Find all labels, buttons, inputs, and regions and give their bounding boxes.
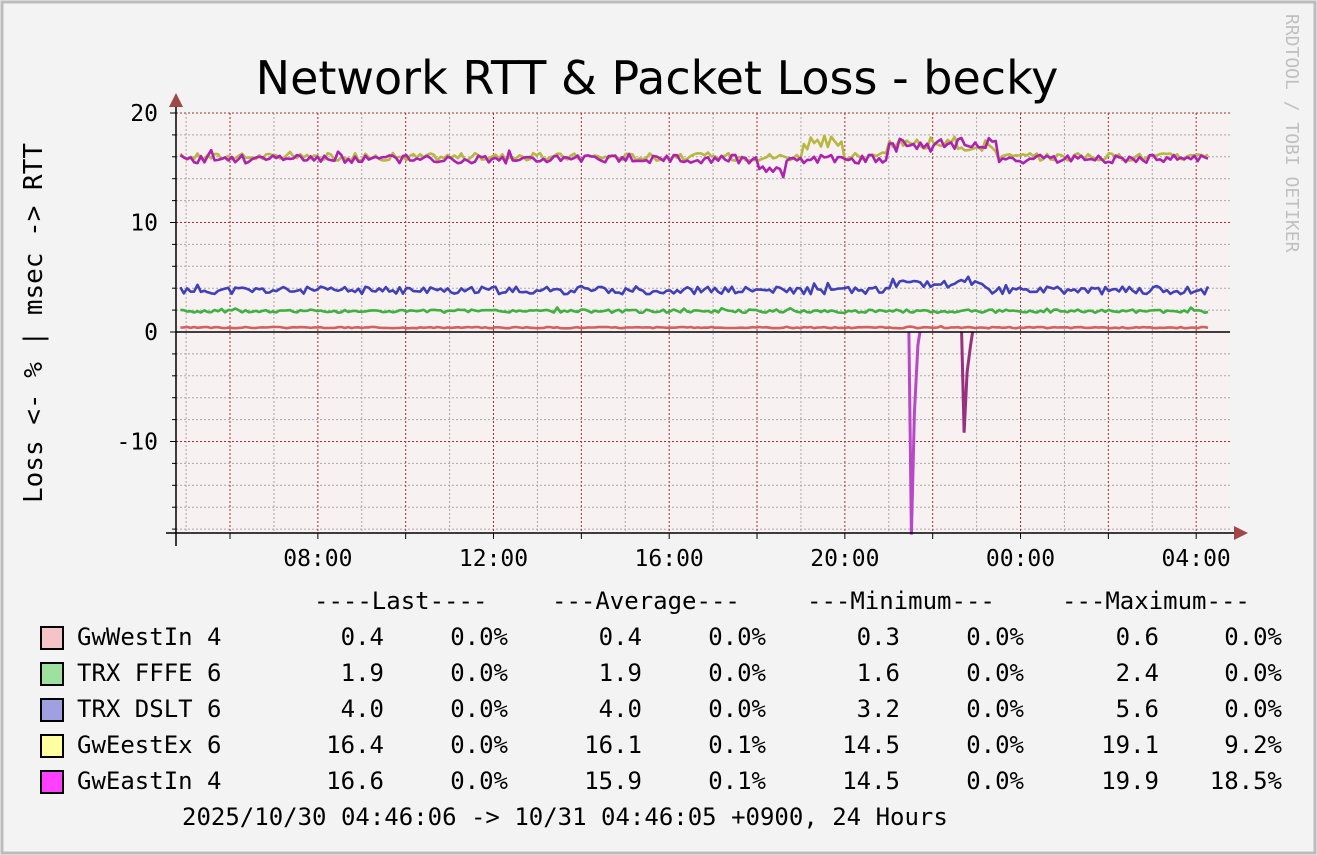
legend-value: 19.1 xyxy=(1101,731,1159,759)
legend-value: 2.4 xyxy=(1116,659,1159,687)
legend-value: 18.5% xyxy=(1210,767,1283,795)
y-tick-label: -10 xyxy=(116,430,158,456)
legend-value: 0.0% xyxy=(450,659,508,687)
legend-swatch xyxy=(40,626,64,650)
legend-series-name: GwWestIn 4 xyxy=(77,623,222,651)
legend-value: 0.0% xyxy=(450,695,508,723)
series-line xyxy=(179,275,1210,296)
legend-series-name: TRX DSLT 6 xyxy=(77,695,222,723)
legend-value: 3.2 xyxy=(857,695,900,723)
legend-value: 0.0% xyxy=(450,767,508,795)
legend-swatch xyxy=(40,734,64,758)
legend-value: 1.9 xyxy=(599,659,642,687)
legend-value: 19.9 xyxy=(1101,767,1159,795)
legend-value: 0.0% xyxy=(966,623,1024,651)
legend-value: 0.0% xyxy=(966,659,1024,687)
legend-value: 0.4 xyxy=(341,623,384,651)
series-layer xyxy=(179,134,1210,535)
y-tick-label: 0 xyxy=(144,320,158,346)
legend-header-maximum: ---Maximum--- xyxy=(1062,587,1250,615)
x-tick-label: 08:00 xyxy=(283,546,352,572)
legend-series-name: GwEestEx 6 xyxy=(77,731,222,759)
series-line xyxy=(179,134,1209,162)
legend-value: 4.0 xyxy=(599,695,642,723)
time-range-footer: 2025/10/30 04:46:06 -> 10/31 04:46:05 +0… xyxy=(182,803,948,831)
legend-header-last: ----Last---- xyxy=(314,587,487,615)
legend-value: 0.0% xyxy=(966,731,1024,759)
legend-swatch xyxy=(40,698,64,722)
legend-value: 0.0% xyxy=(966,767,1024,795)
legend-value: 0.0% xyxy=(1224,659,1282,687)
x-tick-label: 12:00 xyxy=(459,546,528,572)
legend-value: 0.1% xyxy=(708,767,766,795)
minor-grid xyxy=(176,113,1230,533)
watermark: RRDTOOL / TOBI OETIKER xyxy=(1281,14,1302,253)
legend-value: 14.5 xyxy=(842,731,900,759)
legend-value: 0.1% xyxy=(708,731,766,759)
graph-title: Network RTT & Packet Loss - becky xyxy=(256,51,1059,105)
legend-header-average: ---Average--- xyxy=(552,587,740,615)
legend-value: 0.0% xyxy=(450,731,508,759)
x-tick-label: 16:00 xyxy=(635,546,704,572)
legend-swatch xyxy=(40,770,64,794)
legend-value: 1.9 xyxy=(341,659,384,687)
legend-series-name: TRX FFFE 6 xyxy=(77,659,222,687)
legend-value: 0.0% xyxy=(450,623,508,651)
legend-value: 16.6 xyxy=(326,767,384,795)
legend-value: 0.0% xyxy=(1224,695,1282,723)
y-tick-label: 20 xyxy=(130,101,158,127)
x-tick-label: 20:00 xyxy=(810,546,879,572)
legend-series-name: GwEastIn 4 xyxy=(77,767,222,795)
y-tick-label: 10 xyxy=(130,211,158,237)
y-axis-label: Loss <- % | msec -> RTT xyxy=(19,143,49,503)
series-line xyxy=(180,324,1209,330)
legend-value: 0.3 xyxy=(857,623,900,651)
legend-value: 0.0% xyxy=(708,659,766,687)
legend-value: 0.4 xyxy=(599,623,642,651)
legend-value: 1.6 xyxy=(857,659,900,687)
x-axis-arrow xyxy=(1234,526,1248,540)
tick-labels: 20 10 0 -10 08:00 12:00 16:00 20:00 00:00 04:00 xyxy=(116,101,1230,572)
legend-value: 14.5 xyxy=(842,767,900,795)
axes xyxy=(166,93,1248,546)
legend-value: 0.6 xyxy=(1116,623,1159,651)
legend-value: 5.6 xyxy=(1116,695,1159,723)
loss-spike xyxy=(960,331,975,433)
loss-spike xyxy=(907,331,922,535)
x-tick-label: 04:00 xyxy=(1162,546,1231,572)
plot-canvas xyxy=(176,113,1230,533)
legend-value: 0.0% xyxy=(708,695,766,723)
legend-value: 16.1 xyxy=(584,731,642,759)
series-line xyxy=(180,306,1209,315)
legend-value: 0.0% xyxy=(966,695,1024,723)
legend-value: 0.0% xyxy=(1224,623,1282,651)
y-axis-arrow xyxy=(169,93,183,107)
legend: ----Last---- ---Average--- ---Minimum---… xyxy=(40,587,1283,795)
legend-rows: GwWestIn 4 0.4 0.0% 0.4 0.0% 0.3 0.0% 0.6 0.0% TR… xyxy=(40,623,1283,795)
legend-value: 0.0% xyxy=(708,623,766,651)
legend-swatch xyxy=(40,662,64,686)
major-grid xyxy=(176,112,1230,533)
legend-value: 15.9 xyxy=(584,767,642,795)
legend-value: 16.4 xyxy=(326,731,384,759)
legend-header-minimum: ---Minimum--- xyxy=(807,587,995,615)
x-tick-label: 00:00 xyxy=(986,546,1055,572)
series-line xyxy=(179,136,1209,179)
legend-value: 9.2% xyxy=(1224,731,1282,759)
legend-value: 4.0 xyxy=(341,695,384,723)
